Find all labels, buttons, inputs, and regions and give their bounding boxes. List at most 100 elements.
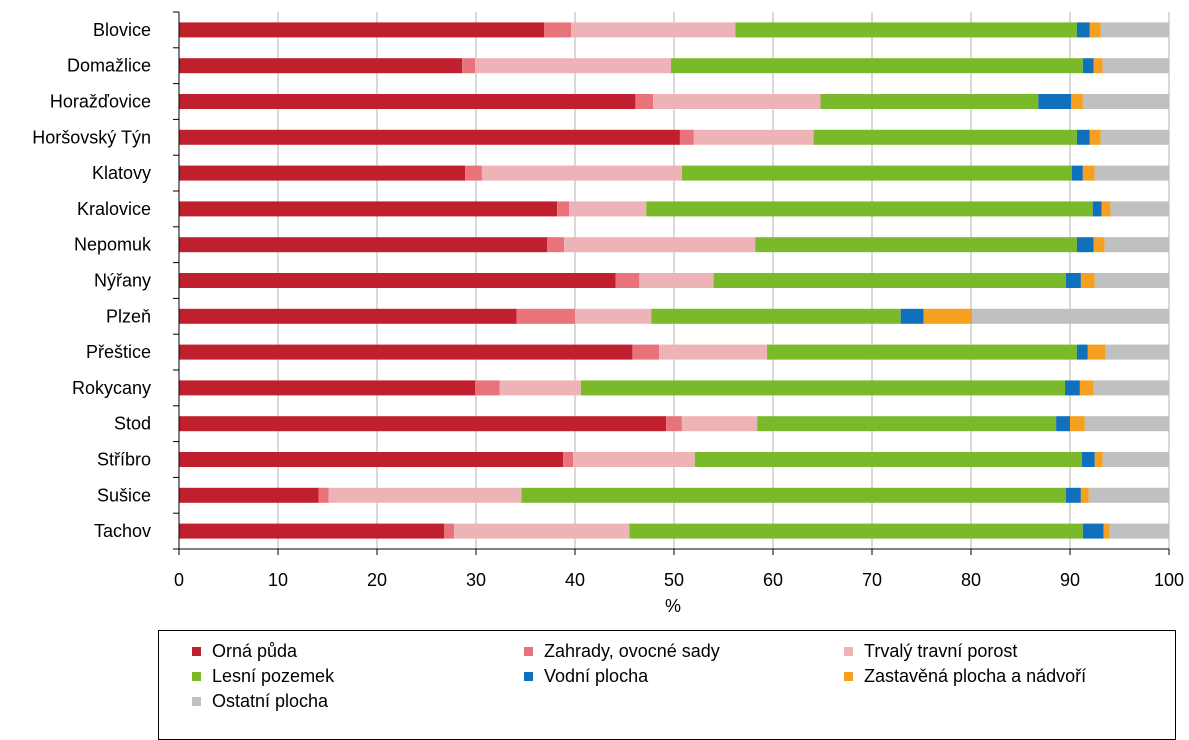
bar-segment — [900, 308, 924, 324]
legend-swatch — [192, 696, 201, 706]
bar-segment — [1070, 416, 1085, 432]
bar-segment — [1088, 487, 1169, 503]
bar-segment — [694, 452, 1082, 467]
category-label: Tachov — [94, 521, 151, 541]
bar-segment — [1101, 201, 1111, 217]
bar-segment — [444, 523, 455, 539]
bar-segment — [462, 58, 476, 74]
legend-item: Vodní plocha — [524, 664, 648, 688]
bar-segment — [544, 22, 572, 38]
bar-segment — [1076, 237, 1094, 253]
x-tick-label: 60 — [763, 570, 783, 590]
bar-segment — [179, 380, 476, 396]
legend-label: Orná půda — [212, 640, 298, 661]
x-tick-label: 40 — [565, 570, 585, 590]
bar-segment — [557, 201, 570, 217]
bar-segment — [971, 308, 1169, 324]
bar-segment — [1070, 94, 1083, 109]
legend-item: Trvalý travní porost — [844, 639, 1017, 663]
bar-segment — [1056, 416, 1070, 432]
x-tick-label: 30 — [466, 570, 486, 590]
x-tick-label: 100 — [1154, 570, 1184, 590]
bar-segment — [1082, 523, 1104, 539]
bar-segment — [1076, 129, 1090, 145]
bar-segment — [179, 201, 558, 217]
bar-segment — [179, 416, 667, 432]
bar-segment — [632, 344, 660, 360]
bar-segment — [713, 273, 1067, 288]
x-tick-label: 80 — [961, 570, 981, 590]
bar-segment — [573, 452, 695, 467]
bar-segment — [681, 416, 758, 432]
legend-item: Zastavěná plocha a nádvoří — [844, 664, 1086, 688]
bar-segment — [454, 523, 630, 539]
bar-segment — [1104, 237, 1169, 253]
category-label: Domažlice — [67, 56, 151, 76]
legend-label: Ostatní plocha — [212, 690, 329, 711]
bar-segment — [563, 452, 574, 467]
x-axis-title: % — [665, 596, 681, 616]
bar-segment — [635, 94, 654, 109]
bar-segment — [757, 416, 1057, 432]
bar-segment — [1080, 487, 1089, 503]
bar-segment — [569, 201, 647, 217]
bar-segment — [1080, 273, 1095, 288]
bar-segment — [179, 129, 680, 145]
bar-segment — [1092, 201, 1102, 217]
bar-segment — [179, 308, 517, 324]
bar-segment — [1103, 523, 1110, 539]
bar-segment — [547, 237, 565, 253]
legend-item: Orná půda — [192, 639, 297, 663]
bar-segment — [179, 58, 463, 74]
legend-item: Zahrady, ovocné sady — [524, 639, 720, 663]
bar-segment — [179, 344, 633, 360]
category-label: Horažďovice — [50, 92, 151, 112]
category-label: Plzeň — [106, 306, 151, 326]
bar-segment — [571, 22, 736, 38]
bar-segment — [179, 22, 545, 38]
bar-segment — [1071, 165, 1083, 181]
x-tick-label: 0 — [174, 570, 184, 590]
bar-segment — [1100, 129, 1169, 145]
category-label: Nepomuk — [74, 235, 152, 255]
bar-segment — [516, 308, 575, 324]
category-label: Blovice — [93, 20, 151, 40]
bar-segment — [671, 58, 1083, 74]
bar-segment — [1094, 165, 1169, 181]
bar-segment — [580, 380, 1066, 396]
bar-segment — [1038, 94, 1071, 109]
bar-segment — [1093, 58, 1103, 74]
bar-segment — [1102, 452, 1169, 467]
bar-segment — [318, 487, 329, 503]
bar-segment — [820, 94, 1039, 109]
bar-segment — [923, 308, 972, 324]
bar-segment — [465, 165, 482, 181]
legend-label: Vodní plocha — [544, 665, 649, 686]
bar-segment — [1105, 344, 1169, 360]
bar-segment — [521, 487, 1067, 503]
legend-swatch — [844, 646, 853, 656]
bar-segment — [1084, 416, 1169, 432]
bar-segment — [1082, 58, 1094, 74]
legend-label: Zahrady, ovocné sady — [544, 640, 720, 661]
bar-segment — [646, 201, 1093, 217]
bar-segment — [659, 344, 768, 360]
bar-segment — [615, 273, 640, 288]
bar-segment — [629, 523, 1083, 539]
x-tick-label: 90 — [1060, 570, 1080, 590]
bar-segment — [767, 344, 1077, 360]
bar-segment — [1094, 273, 1169, 288]
bar-segment — [1089, 22, 1101, 38]
legend-label: Zastavěná plocha a nádvoří — [864, 665, 1087, 686]
bar-segment — [328, 487, 522, 503]
bar-segment — [1066, 273, 1081, 288]
bar-segment — [1079, 380, 1094, 396]
chart: Blovice Domažlice Horažďovice Horšovský Týn… — [32, 11, 1184, 740]
category-label: Nýřany — [94, 271, 151, 291]
legend-swatch — [524, 646, 533, 656]
bar-segment — [179, 452, 564, 467]
bar-segment — [653, 94, 821, 109]
category-label: Kralovice — [77, 199, 151, 219]
bar-segment — [813, 129, 1077, 145]
category-label: Přeštice — [86, 342, 151, 362]
